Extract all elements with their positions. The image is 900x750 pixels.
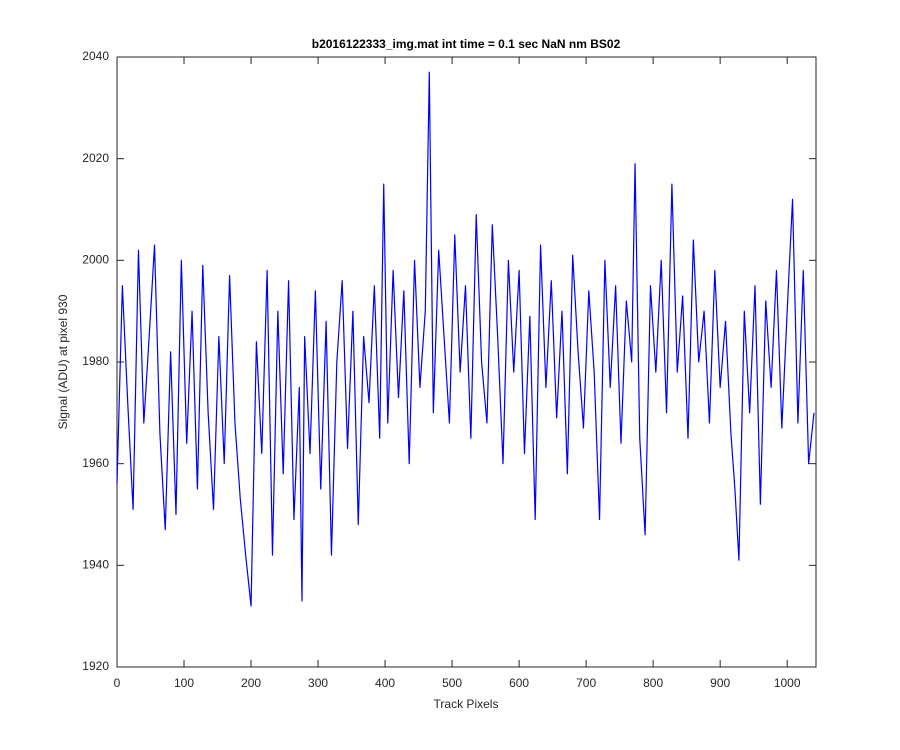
x-tick-label: 1000 [774,676,801,690]
data-line [116,71,815,607]
x-tick-label: 900 [710,676,730,690]
x-tick-label: 500 [442,676,462,690]
y-axis-label: Signal (ADU) at pixel 930 [56,294,70,429]
plot-area [116,56,817,668]
y-tick-label: 1920 [82,659,109,673]
y-tick-label: 2020 [82,151,109,165]
x-tick-label: 200 [241,676,261,690]
x-axis-label: Track Pixels [434,697,499,711]
y-tick-label: 2040 [82,49,109,63]
y-tick-label: 2000 [82,253,109,267]
chart-title: b2016122333_img.mat int time = 0.1 sec N… [312,37,621,51]
y-tick-label: 1980 [82,354,109,368]
x-tick-label: 0 [114,676,121,690]
y-tick-label: 1960 [82,456,109,470]
x-tick-label: 800 [643,676,663,690]
x-tick-label: 700 [576,676,596,690]
x-tick-label: 100 [174,676,194,690]
y-tick-label: 1940 [82,558,109,572]
x-tick-label: 400 [375,676,395,690]
x-tick-label: 300 [308,676,328,690]
x-tick-label: 600 [509,676,529,690]
